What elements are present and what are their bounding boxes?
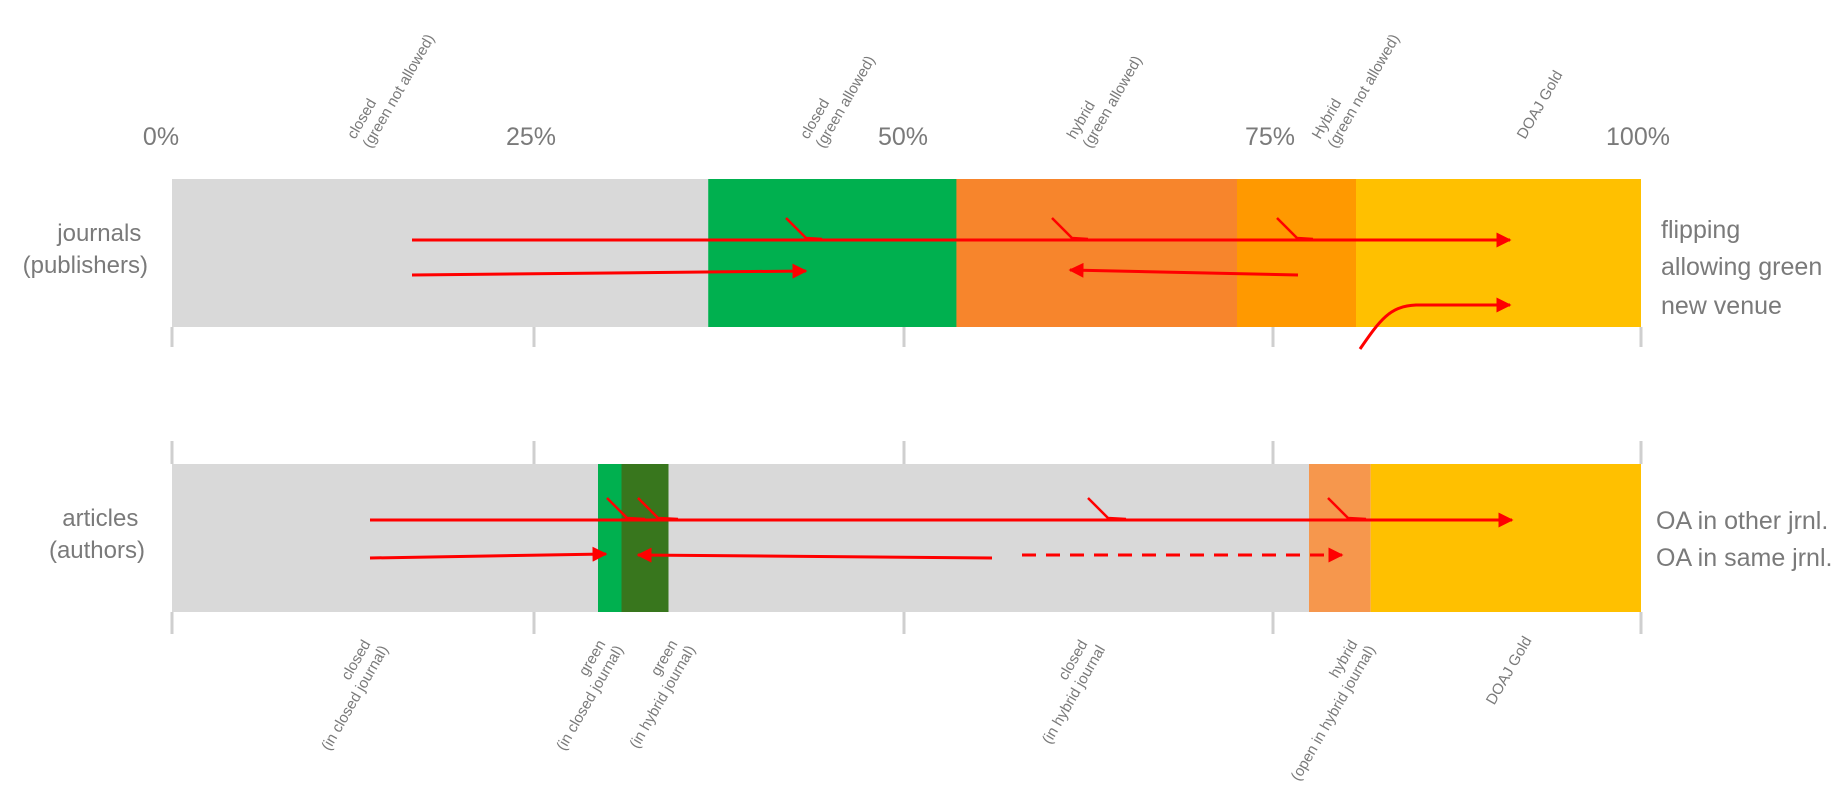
axis-tick-label: 100% — [1606, 123, 1670, 151]
segment-label-line1: DOAJ Gold — [1514, 68, 1567, 142]
bar-segment-closed-green-allowed — [708, 179, 957, 327]
row-label-line2: (authors) — [49, 537, 145, 564]
journal-segment-label: closed (green allowed) — [797, 44, 879, 151]
flipping-branch — [1276, 217, 1314, 241]
articles-bar-ticks-top — [170, 441, 1643, 464]
oa-same-journal-arrow — [636, 547, 993, 563]
row-label-line1: journals — [56, 220, 141, 247]
journals-row-label: journals (publishers) — [23, 220, 148, 279]
legend-oa-same-journal: OA in same jrnl. — [1656, 544, 1832, 572]
bar-segment-hybrid-open-in-hybrid-journal — [1309, 464, 1371, 612]
article-segment-label: hybrid (open in hybrid journal) — [1272, 633, 1379, 783]
oa-other-branch — [637, 497, 679, 521]
allowing-green-arrow — [1068, 262, 1299, 278]
article-segment-label: DOAJ Gold — [1483, 634, 1536, 708]
segment-label-line2: (green not allowed) — [359, 31, 438, 151]
oa-other-branch — [1087, 497, 1127, 521]
bar-segment-green-in-hybrid-journal — [621, 464, 669, 612]
articles-arrows — [369, 497, 1514, 563]
axis-tick-label: 25% — [506, 123, 556, 151]
journal-segment-label: DOAJ Gold — [1514, 68, 1567, 142]
legend-oa-other-journal: OA in other jrnl. — [1656, 507, 1828, 535]
article-segment-label: closed (in closed journal) — [303, 633, 393, 753]
legend-flipping: flipping — [1661, 216, 1740, 244]
bar-segment-closed-in-hybrid-journal — [668, 464, 1309, 612]
segment-label-line2: (green not allowed) — [1324, 31, 1403, 151]
new-venue-arrow — [1358, 297, 1512, 350]
axis-ticks: 0% 25% 50% 75% 100% — [143, 123, 1670, 151]
row-label-line1: articles — [62, 505, 138, 532]
row-label-line2: (publishers) — [23, 252, 148, 279]
bar-segment-closed-in-closed-journal — [172, 464, 598, 612]
legend-allowing-green: allowing green — [1661, 253, 1822, 281]
bar-segment-hybrid-green-allowed — [956, 179, 1237, 327]
journals-bar-ticks — [170, 327, 1643, 347]
axis-tick-label: 75% — [1245, 123, 1295, 151]
bar-segment-green-in-closed-journal — [598, 464, 622, 612]
articles-bar-ticks-bottom — [170, 612, 1643, 634]
articles-segment-labels: closed (in closed journal) green (in clo… — [303, 633, 1536, 784]
oa-other-branch — [1327, 497, 1367, 521]
oa-same-journal-arrow — [369, 546, 608, 562]
journals-bar — [172, 179, 1641, 327]
allowing-green-arrow — [411, 263, 808, 279]
axis-tick-label: 50% — [878, 123, 928, 151]
journal-segment-label: hybrid (green allowed) — [1064, 44, 1146, 151]
bar-segment-doaj-gold-articles — [1370, 464, 1641, 612]
flipping-branch — [785, 217, 823, 241]
segment-label-line1: DOAJ Gold — [1483, 634, 1536, 708]
articles-bar — [172, 464, 1641, 612]
journals-legend: flipping allowing green new venue — [1661, 216, 1822, 320]
bar-segment-hybrid-green-not-allowed — [1237, 179, 1356, 327]
journal-segment-label: Hybrid (green not allowed) — [1309, 22, 1404, 151]
axis-tick-label: 0% — [143, 123, 179, 151]
journals-arrows — [411, 217, 1512, 350]
journal-segment-label: closed (green not allowed) — [344, 22, 439, 151]
article-segment-label: closed (in hybrid journal — [1023, 634, 1109, 748]
segment-label-line2: (green allowed) — [1079, 53, 1145, 151]
article-segment-label: green (in closed journal) — [538, 633, 628, 753]
flipping-branch — [1051, 217, 1089, 241]
oa-other-branch — [606, 497, 646, 521]
legend-new-venue: new venue — [1661, 292, 1782, 320]
articles-legend: OA in other jrnl. OA in same jrnl. — [1656, 507, 1832, 572]
bar-segment-closed-green-not-allowed — [172, 179, 709, 327]
articles-row-label: articles (authors) — [49, 505, 145, 564]
